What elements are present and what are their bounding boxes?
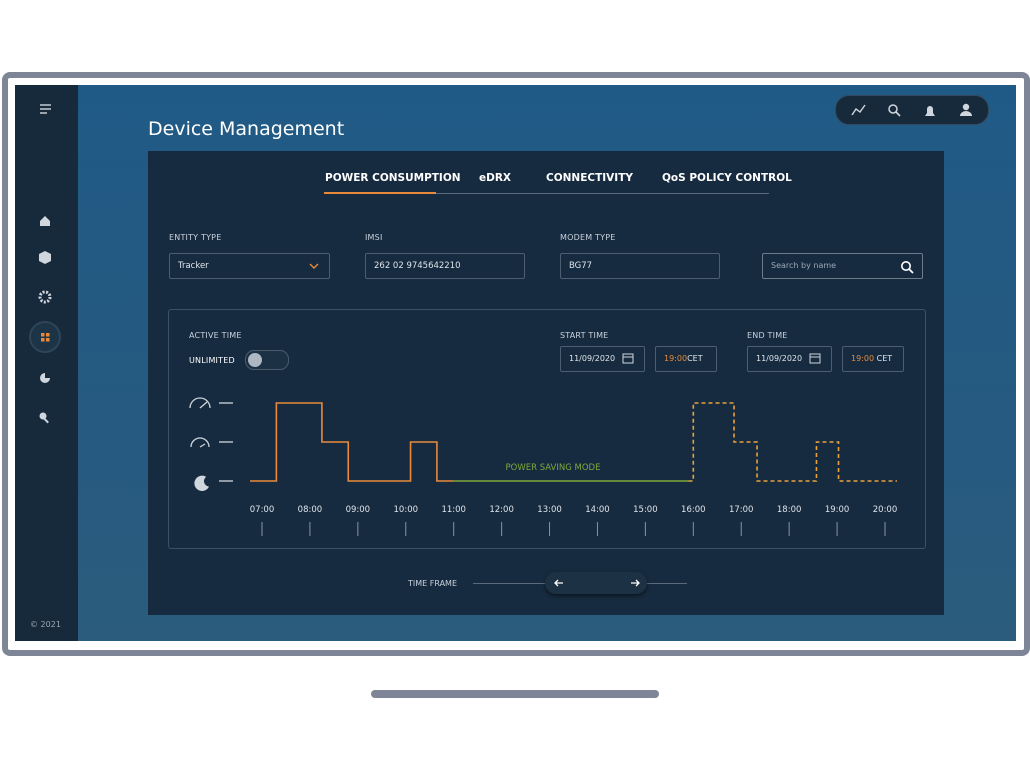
user-icon[interactable] <box>960 103 972 116</box>
dashboard-icon[interactable] <box>41 333 50 342</box>
x-tick-label: 16:00 <box>681 505 706 515</box>
arrows <box>554 579 640 587</box>
tab-indicator <box>324 192 436 194</box>
chevron <box>309 263 319 269</box>
chart-panel: ACTIVE TIME UNLIMITED START TIME 11/09/2… <box>168 309 926 549</box>
copyright: © 2021 <box>30 620 61 629</box>
text-input[interactable]: 262 02 9745642210 <box>365 253 525 279</box>
x-tick-label: 19:00 <box>825 505 850 515</box>
x-tick-label: 15:00 <box>633 505 658 515</box>
search-icon <box>901 261 914 274</box>
box-icon[interactable] <box>39 251 51 264</box>
toggle[interactable] <box>245 350 289 370</box>
time-zone: CET <box>687 354 703 363</box>
x-tick-label: 17:00 <box>729 505 754 515</box>
tab[interactable]: POWER CONSUMPTION <box>325 172 461 184</box>
sidebar: © 2021 <box>15 85 78 641</box>
time-frame-label: TIME FRAME <box>408 579 458 588</box>
x-tick-label: 08:00 <box>298 505 323 515</box>
time-zone: CET <box>876 354 893 363</box>
search-icon[interactable] <box>888 104 901 117</box>
calendar-icon <box>809 353 821 364</box>
search-box[interactable]: Search by name <box>762 253 923 279</box>
key-icon[interactable] <box>39 412 49 424</box>
date-value: 11/09/2020 <box>756 354 803 363</box>
main-card: POWER CONSUMPTION eDRX CONNECTIVITY QoS … <box>148 151 944 615</box>
page-title: Device Management <box>148 118 345 140</box>
bell-icon[interactable] <box>925 106 935 116</box>
toggle-label: UNLIMITED <box>189 356 235 365</box>
chart-icon[interactable] <box>851 104 866 116</box>
power-line <box>688 402 897 482</box>
sidebar-icons <box>29 104 61 424</box>
settings-icon[interactable] <box>38 290 52 304</box>
field-label: IMSI <box>365 233 383 242</box>
menu-icon[interactable] <box>40 104 51 114</box>
time-input[interactable]: 19:00CET <box>655 346 717 372</box>
field-label: END TIME <box>747 331 788 340</box>
date-input[interactable]: 11/09/2020 <box>560 346 645 372</box>
x-tick-label: 13:00 <box>537 505 562 515</box>
search-placeholder: Search by name <box>771 261 837 270</box>
time-value: 19:00 <box>664 354 688 363</box>
calendar-icon <box>622 353 634 364</box>
field-label: START TIME <box>560 331 609 340</box>
x-tick-label: 11:00 <box>441 505 466 515</box>
time-frame-slider[interactable] <box>545 572 647 594</box>
screen: © 2021 Device Management POWER CONSUMPTI… <box>15 85 1016 641</box>
x-tick-label: 09:00 <box>346 505 371 515</box>
pie-icon[interactable] <box>40 373 50 383</box>
date-value: 11/09/2020 <box>569 354 616 363</box>
toolbar <box>835 95 989 125</box>
level-icons <box>189 397 233 491</box>
x-tick-label: 10:00 <box>394 505 419 515</box>
x-tick-label: 14:00 <box>585 505 610 515</box>
x-tick-label: 20:00 <box>873 505 898 515</box>
date-input[interactable]: 11/09/2020 <box>747 346 832 372</box>
time-input[interactable]: 19:00 CET <box>842 346 904 372</box>
power-line <box>250 402 454 482</box>
toolbar-icons <box>851 103 972 117</box>
field-label: ENTITY TYPE <box>169 233 222 242</box>
field-label: ACTIVE TIME <box>189 331 242 340</box>
dropdown[interactable]: Tracker <box>169 253 330 279</box>
time-value: 19:00 <box>851 354 875 363</box>
home-icon[interactable] <box>40 216 50 226</box>
tab-rule <box>324 193 769 194</box>
toggle-knob <box>248 353 262 367</box>
annotation: POWER SAVING MODE <box>506 463 601 473</box>
tab[interactable]: CONNECTIVITY <box>546 172 633 184</box>
x-tick-label: 12:00 <box>489 505 513 515</box>
power-chart: 07:00 08:00 09:00 10:00 11:00 12:00 13:00 14:00… <box>189 397 898 536</box>
dropdown-value: Tracker <box>178 261 209 271</box>
tab[interactable]: QoS POLICY CONTROL <box>662 172 792 184</box>
x-tick-label: 07:00 <box>250 505 275 515</box>
active-item[interactable] <box>29 321 61 353</box>
tab[interactable]: eDRX <box>479 172 512 184</box>
field-label: MODEM TYPE <box>560 233 616 242</box>
laptop-stand <box>371 690 659 698</box>
x-tick-label: 18:00 <box>777 505 802 515</box>
text-input[interactable]: BG77 <box>560 253 720 279</box>
